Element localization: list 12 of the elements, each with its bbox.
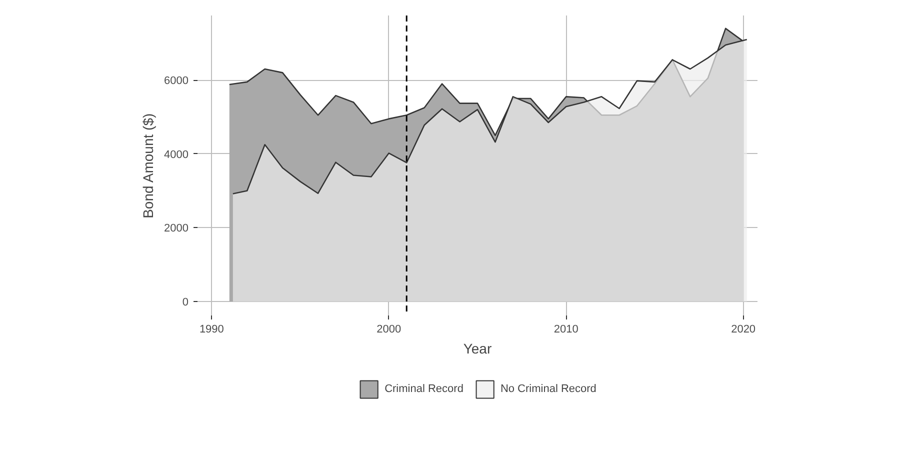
y-tick-label: 4000 xyxy=(164,148,189,161)
y-tick-label: 0 xyxy=(182,296,189,308)
x-tick-label: 1990 xyxy=(199,324,224,336)
y-axis-title: Bond Amount ($) xyxy=(140,113,156,218)
x-tick-label: 2000 xyxy=(376,324,402,336)
legend-label: No Criminal Record xyxy=(500,383,596,395)
y-tick-label: 2000 xyxy=(164,222,189,235)
legend-label: Criminal Record xyxy=(384,383,464,395)
x-tick-label: 2010 xyxy=(554,324,578,336)
x-axis-title: Year xyxy=(463,340,492,356)
y-tick-label: 6000 xyxy=(164,75,189,88)
x-tick-label: 2020 xyxy=(731,324,756,336)
